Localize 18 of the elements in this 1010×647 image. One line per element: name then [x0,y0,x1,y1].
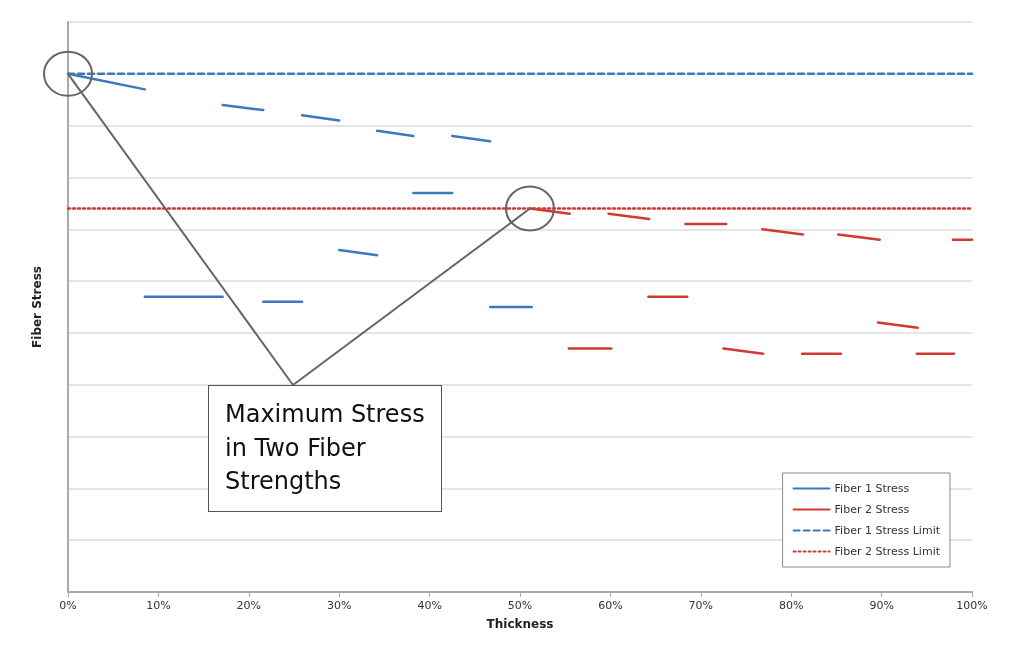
x-tick-label: 10% [146,599,171,612]
y-axis-title: Fiber Stress [30,266,44,348]
x-tick-label: 60% [598,599,623,612]
x-axis-title: Thickness [486,617,554,631]
x-tick-label: 20% [236,599,262,612]
x-tick-label: 30% [326,599,352,612]
legend-label: Fiber 2 Stress Limit [834,545,941,558]
x-tick-label: 80% [778,599,804,612]
legend-label: Fiber 1 Stress Limit [834,524,941,537]
x-tick-label: 0% [59,599,77,612]
x-tick-label: 70% [688,599,714,612]
x-tick-label: 40% [417,599,442,612]
x-tick-label: 90% [869,599,894,612]
legend-label: Fiber 1 Stress [834,482,910,495]
legend-label: Fiber 2 Stress [834,503,910,516]
x-tick-label: 100% [956,599,988,612]
x-tick-label: 50% [507,599,533,612]
annotation: Maximum Stress in Two Fiber Strengths [208,385,442,512]
